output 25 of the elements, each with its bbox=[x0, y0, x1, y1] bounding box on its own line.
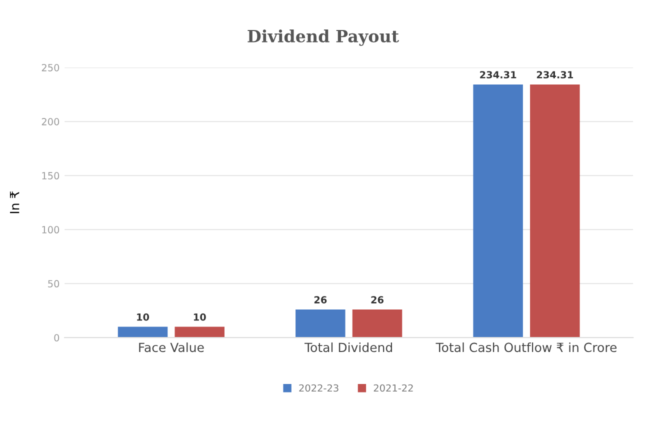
y-tick-label: 250 bbox=[42, 64, 60, 72]
bar bbox=[118, 326, 168, 338]
chart-title: Dividend Payout bbox=[248, 30, 399, 46]
x-tick-label: Total Cash Outflow ₹ in Crore bbox=[436, 342, 617, 352]
data-label: 10 bbox=[137, 313, 150, 321]
data-label: 26 bbox=[371, 296, 384, 304]
bar bbox=[174, 326, 224, 338]
y-tick-label: 150 bbox=[42, 172, 60, 180]
bar bbox=[473, 84, 523, 338]
x-tick-label: Total Dividend bbox=[304, 342, 392, 352]
bar bbox=[530, 84, 580, 338]
y-axis-title: In ₹ bbox=[10, 191, 20, 214]
legend-label: 2022-23 bbox=[299, 384, 338, 392]
bar bbox=[352, 310, 402, 338]
legend-label: 2021-22 bbox=[374, 384, 413, 392]
data-label: 26 bbox=[314, 296, 327, 304]
y-tick-label: 0 bbox=[54, 334, 60, 342]
y-tick-label: 50 bbox=[48, 280, 60, 288]
y-tick-label: 100 bbox=[42, 226, 60, 234]
data-label: 234.31 bbox=[480, 71, 516, 78]
x-tick-label: Face Value bbox=[139, 342, 204, 352]
data-label: 10 bbox=[194, 313, 206, 321]
y-tick-label: 200 bbox=[42, 118, 60, 126]
data-label: 234.31 bbox=[536, 71, 574, 78]
bar bbox=[296, 310, 346, 338]
